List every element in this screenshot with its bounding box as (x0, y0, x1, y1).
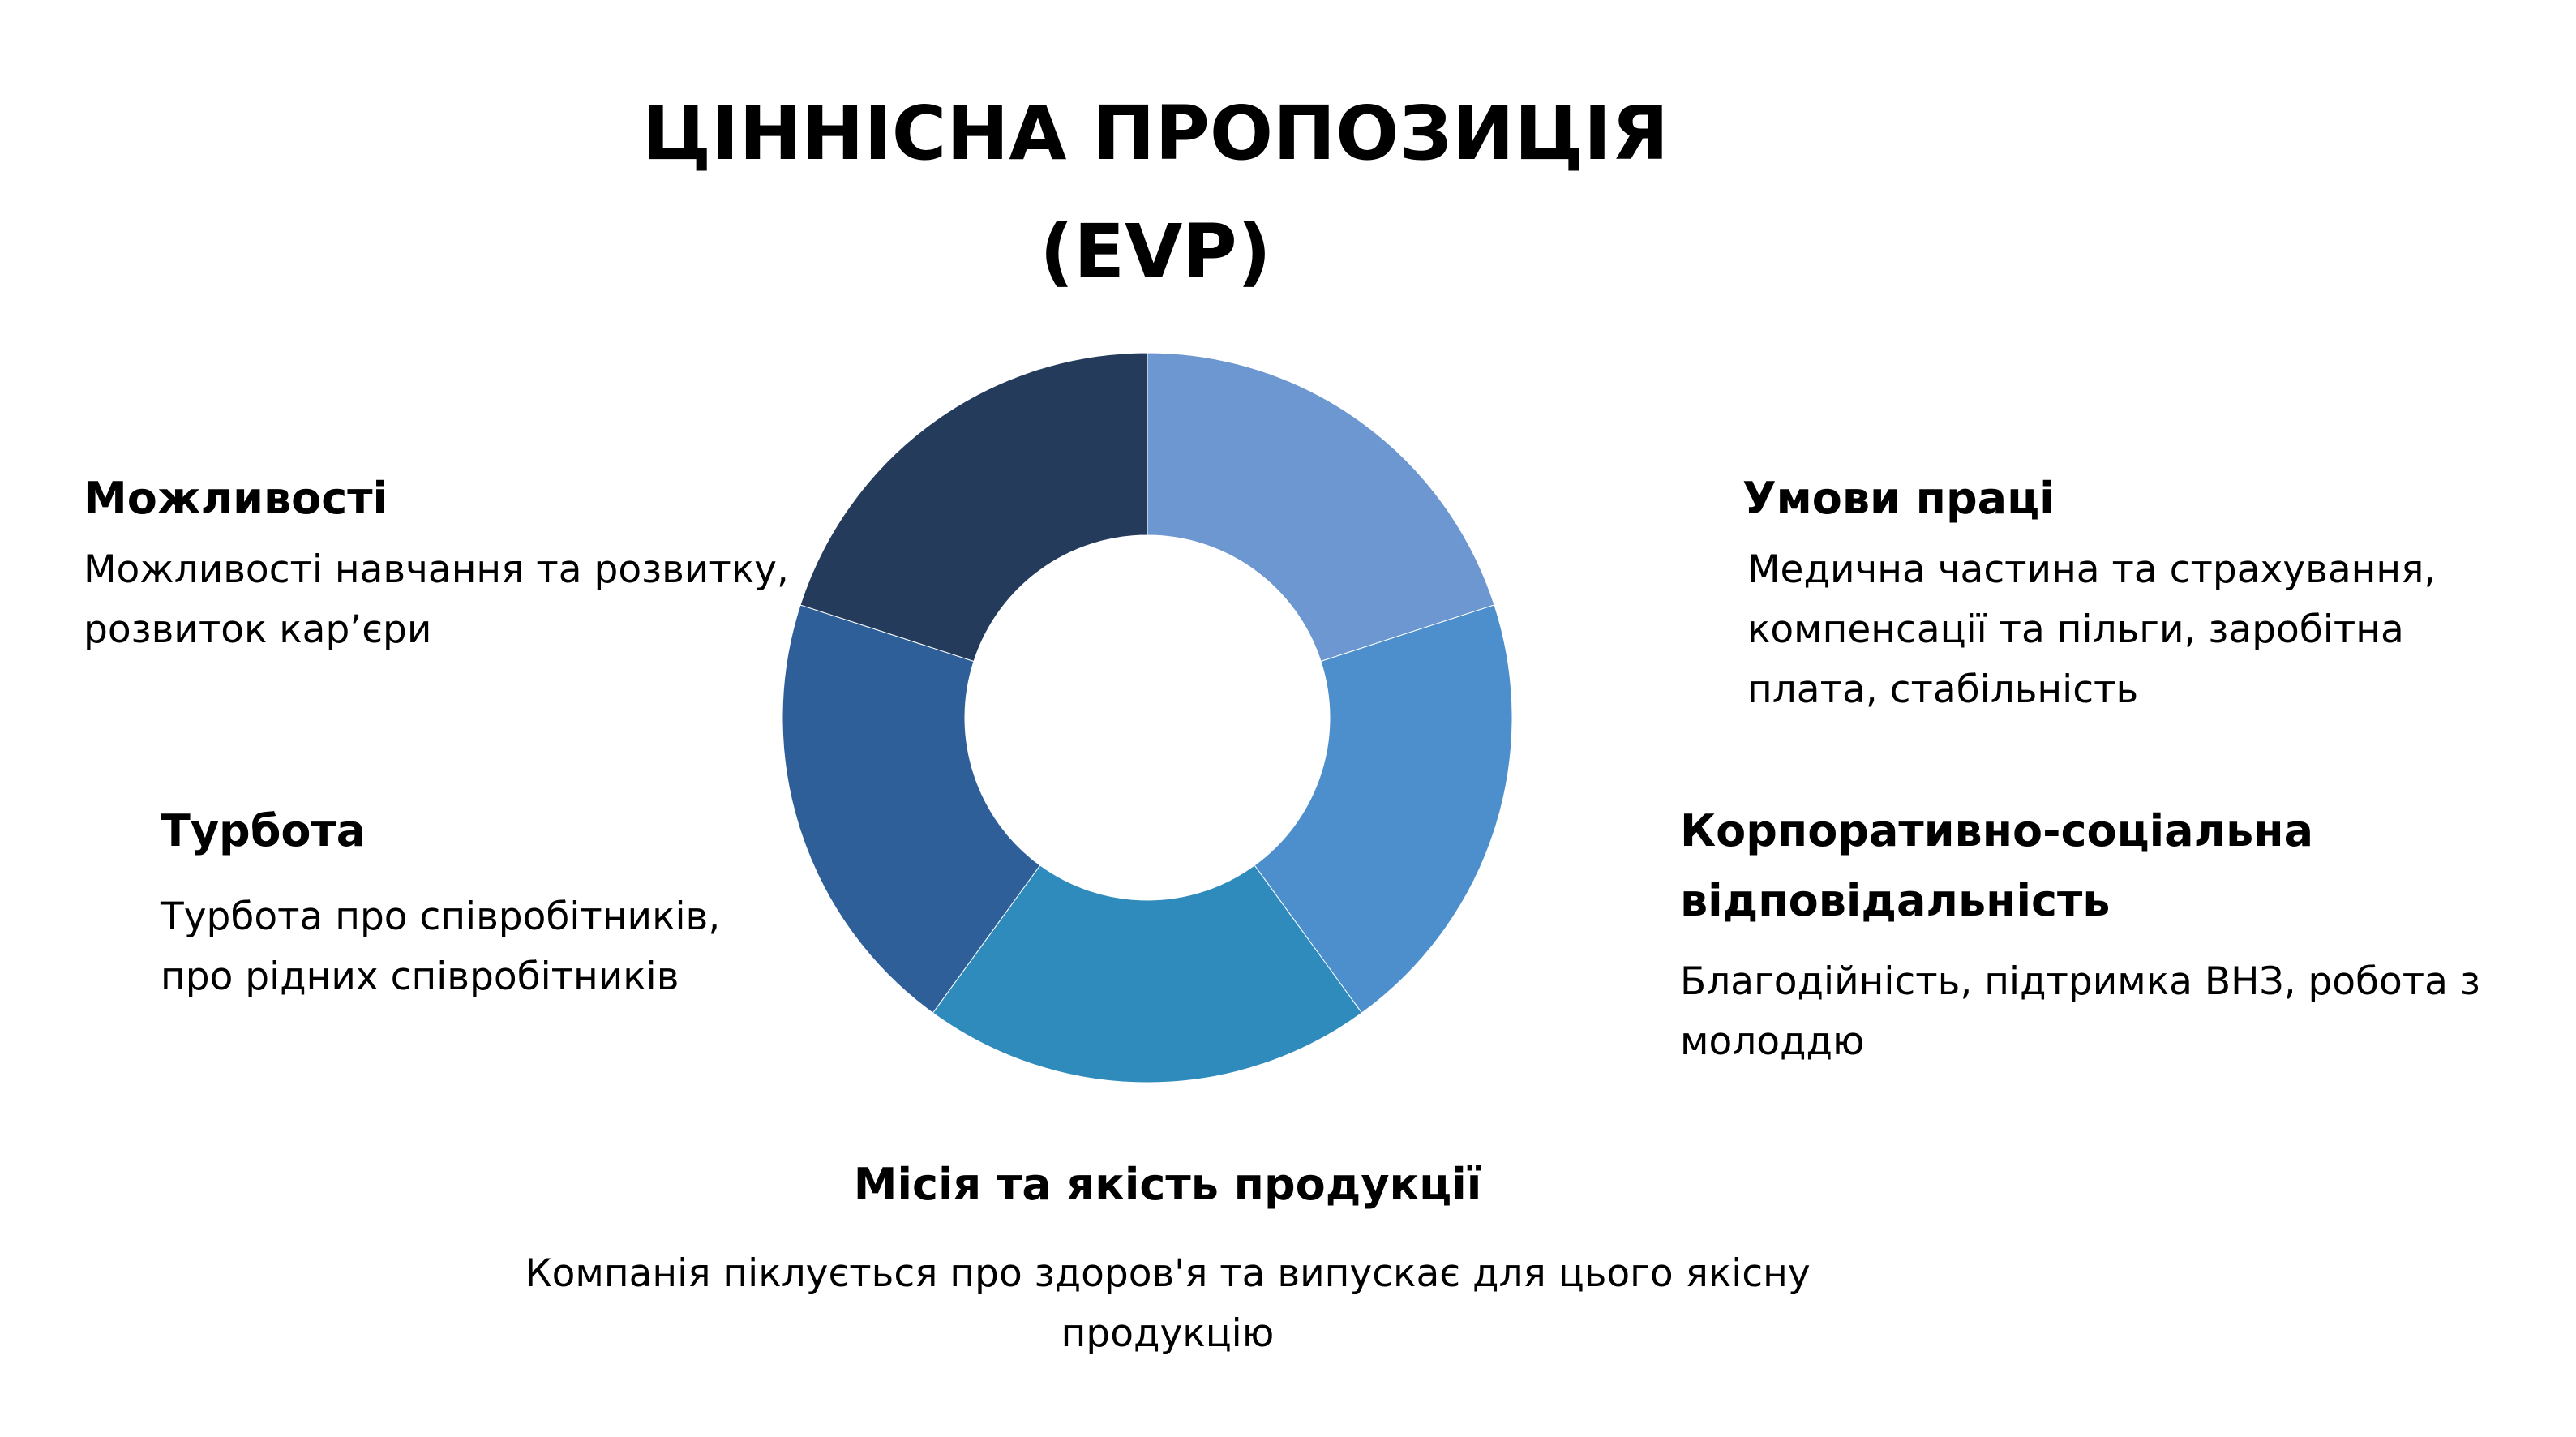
csr-line-1: Благодійність, підтримка ВНЗ, робота з (1680, 959, 2480, 1004)
care-line-1: Турбота про співробітників, (161, 894, 721, 939)
donut-segment (932, 864, 1363, 1083)
care-block: Турбота Турбота про співробітників, про … (161, 796, 720, 1007)
donut-segment (1147, 352, 1495, 663)
mission-description: Компанія піклується про здоров'я та випу… (454, 1244, 1881, 1364)
mission-line-2: продукцію (1061, 1311, 1275, 1356)
work-conditions-block: Умови праці Медична частина та страхуван… (1742, 464, 2436, 720)
csr-heading: Корпоративно-соціальна відповідальність (1680, 796, 2480, 936)
donut-segment (799, 352, 1148, 663)
csr-description: Благодійність, підтримка ВНЗ, робота з м… (1680, 952, 2480, 1072)
work-conditions-heading: Умови праці (1742, 473, 2055, 524)
opportunities-line-2: розвиток кар’єри (84, 607, 432, 652)
csr-heading-line-2: відповідальність (1680, 875, 2111, 926)
csr-block: Корпоративно-соціальна відповідальність … (1680, 796, 2480, 1072)
title-line-1: ЦІННІСНА ПРОПОЗИЦІЯ (641, 90, 1669, 177)
opportunities-block: Можливості Можливості навчання та розвит… (84, 464, 789, 660)
work-conditions-line-1: Медична частина та страхування, (1747, 547, 2437, 592)
title-line-2: (EVP) (1039, 208, 1271, 295)
care-line-2: про рідних співробітників (161, 954, 679, 999)
page-title: ЦІННІСНА ПРОПОЗИЦІЯ (EVP) (486, 75, 1824, 311)
evp-donut-chart (782, 352, 1513, 1083)
work-conditions-description: Медична частина та страхування, компенса… (1747, 540, 2436, 720)
mission-block: Місія та якість продукції Компанія піклу… (454, 1150, 1881, 1364)
csr-heading-line-1: Корпоративно-соціальна (1680, 805, 2314, 856)
mission-heading: Місія та якість продукції (853, 1159, 1482, 1210)
opportunities-line-1: Можливості навчання та розвитку, (84, 547, 789, 592)
csr-line-2: молоддю (1680, 1019, 1865, 1064)
mission-line-1: Компанія піклується про здоров'я та випу… (525, 1251, 1811, 1296)
opportunities-description: Можливості навчання та розвитку, розвито… (84, 540, 789, 660)
opportunities-heading: Можливості (84, 473, 388, 524)
donut-segments (782, 352, 1513, 1083)
work-conditions-line-2: компенсації та пільги, заробітна (1747, 607, 2404, 652)
work-conditions-line-3: плата, стабільність (1747, 667, 2139, 712)
care-description: Турбота про співробітників, про рідних с… (161, 887, 720, 1007)
donut-segment (1254, 604, 1513, 1014)
care-heading: Турбота (161, 805, 366, 856)
donut-segment (782, 604, 1041, 1014)
